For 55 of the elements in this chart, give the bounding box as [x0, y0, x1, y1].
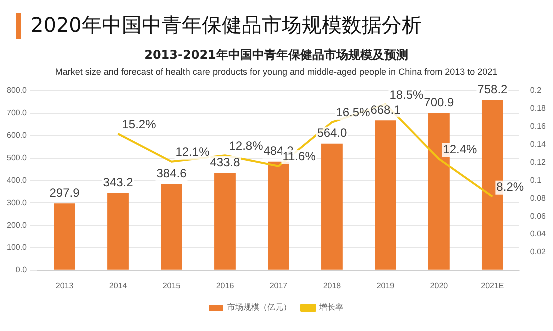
data-label: 8.2% — [496, 180, 524, 194]
y2-tick-label: 0.12 — [530, 158, 547, 167]
y2-tick-label: 0.08 — [530, 194, 547, 203]
y-tick-label: 100.0 — [6, 243, 28, 252]
data-label: 18.5% — [390, 88, 424, 102]
y-tick-label: 700.0 — [6, 108, 28, 118]
y2-tick-label: 0.2 — [530, 86, 542, 96]
legend-label: 增长率 — [318, 303, 344, 312]
text: Market size and forecast of health care products for young and middle-aged people in China from 2013 to 2021 — [54, 67, 499, 77]
y-tick-label: 500.0 — [6, 153, 28, 162]
data-label: 12.1% — [176, 145, 210, 160]
bar — [161, 184, 182, 270]
y-tick-label: 0.0 — [16, 266, 28, 275]
bar — [322, 144, 343, 270]
y2-tick-label: 0.1 — [530, 176, 542, 185]
x-tick-label: 2018 — [323, 281, 342, 290]
bar — [375, 120, 396, 270]
y2-tick-label: 0.16 — [530, 122, 547, 132]
data-label: 12.8% — [229, 138, 264, 153]
data-label: 12.4% — [443, 142, 478, 156]
data-label: 758.2 — [478, 82, 508, 97]
x-tick-label: 2021E — [481, 281, 504, 290]
x-tick-label: 2019 — [376, 281, 396, 290]
x-tick-label: 2017 — [270, 281, 288, 290]
y2-tick-label: 0.14 — [530, 140, 547, 150]
y-tick-label: 300.0 — [6, 198, 28, 208]
data-label: 297.9 — [50, 186, 80, 200]
x-tick-label: 2015 — [162, 281, 182, 290]
data-label: 16.5% — [336, 106, 371, 120]
y2-tick-label: 0.18 — [530, 104, 547, 114]
data-label: 15.2% — [122, 117, 157, 132]
x-tick-label: 2013 — [56, 281, 74, 290]
bar — [214, 173, 236, 270]
x-tick-label: 2014 — [109, 281, 128, 290]
y-tick-label: 600.0 — [6, 131, 28, 140]
data-label: 700.9 — [424, 96, 455, 110]
y2-tick-label: 0.04 — [530, 230, 547, 239]
data-label: 384.6 — [156, 166, 188, 180]
x-tick-label: 2016 — [216, 281, 235, 290]
y-tick-label: 200.0 — [6, 220, 28, 230]
data-label: 343.2 — [103, 176, 134, 190]
bar — [268, 162, 290, 270]
x-tick-label: 2020 — [430, 281, 449, 290]
y2-tick-label: 0.06 — [530, 212, 547, 221]
chart-subtitle: 2013-2021年中国中青年保健品市场规模及预测 — [144, 47, 410, 64]
data-label: 668.1 — [370, 102, 402, 117]
legend-label: 市场规模（亿元） — [228, 303, 292, 312]
data-label: 564.0 — [317, 126, 348, 140]
bar — [54, 204, 76, 270]
y2-tick-label: 0.02 — [530, 248, 547, 257]
data-label: 433.8 — [210, 155, 241, 170]
y-tick-label: 400.0 — [6, 176, 28, 185]
y-tick-label: 800.0 — [6, 86, 28, 96]
chart-title: 2020年中国中青年保健品市场规模数据分析 — [31, 12, 422, 39]
bar — [108, 193, 129, 270]
